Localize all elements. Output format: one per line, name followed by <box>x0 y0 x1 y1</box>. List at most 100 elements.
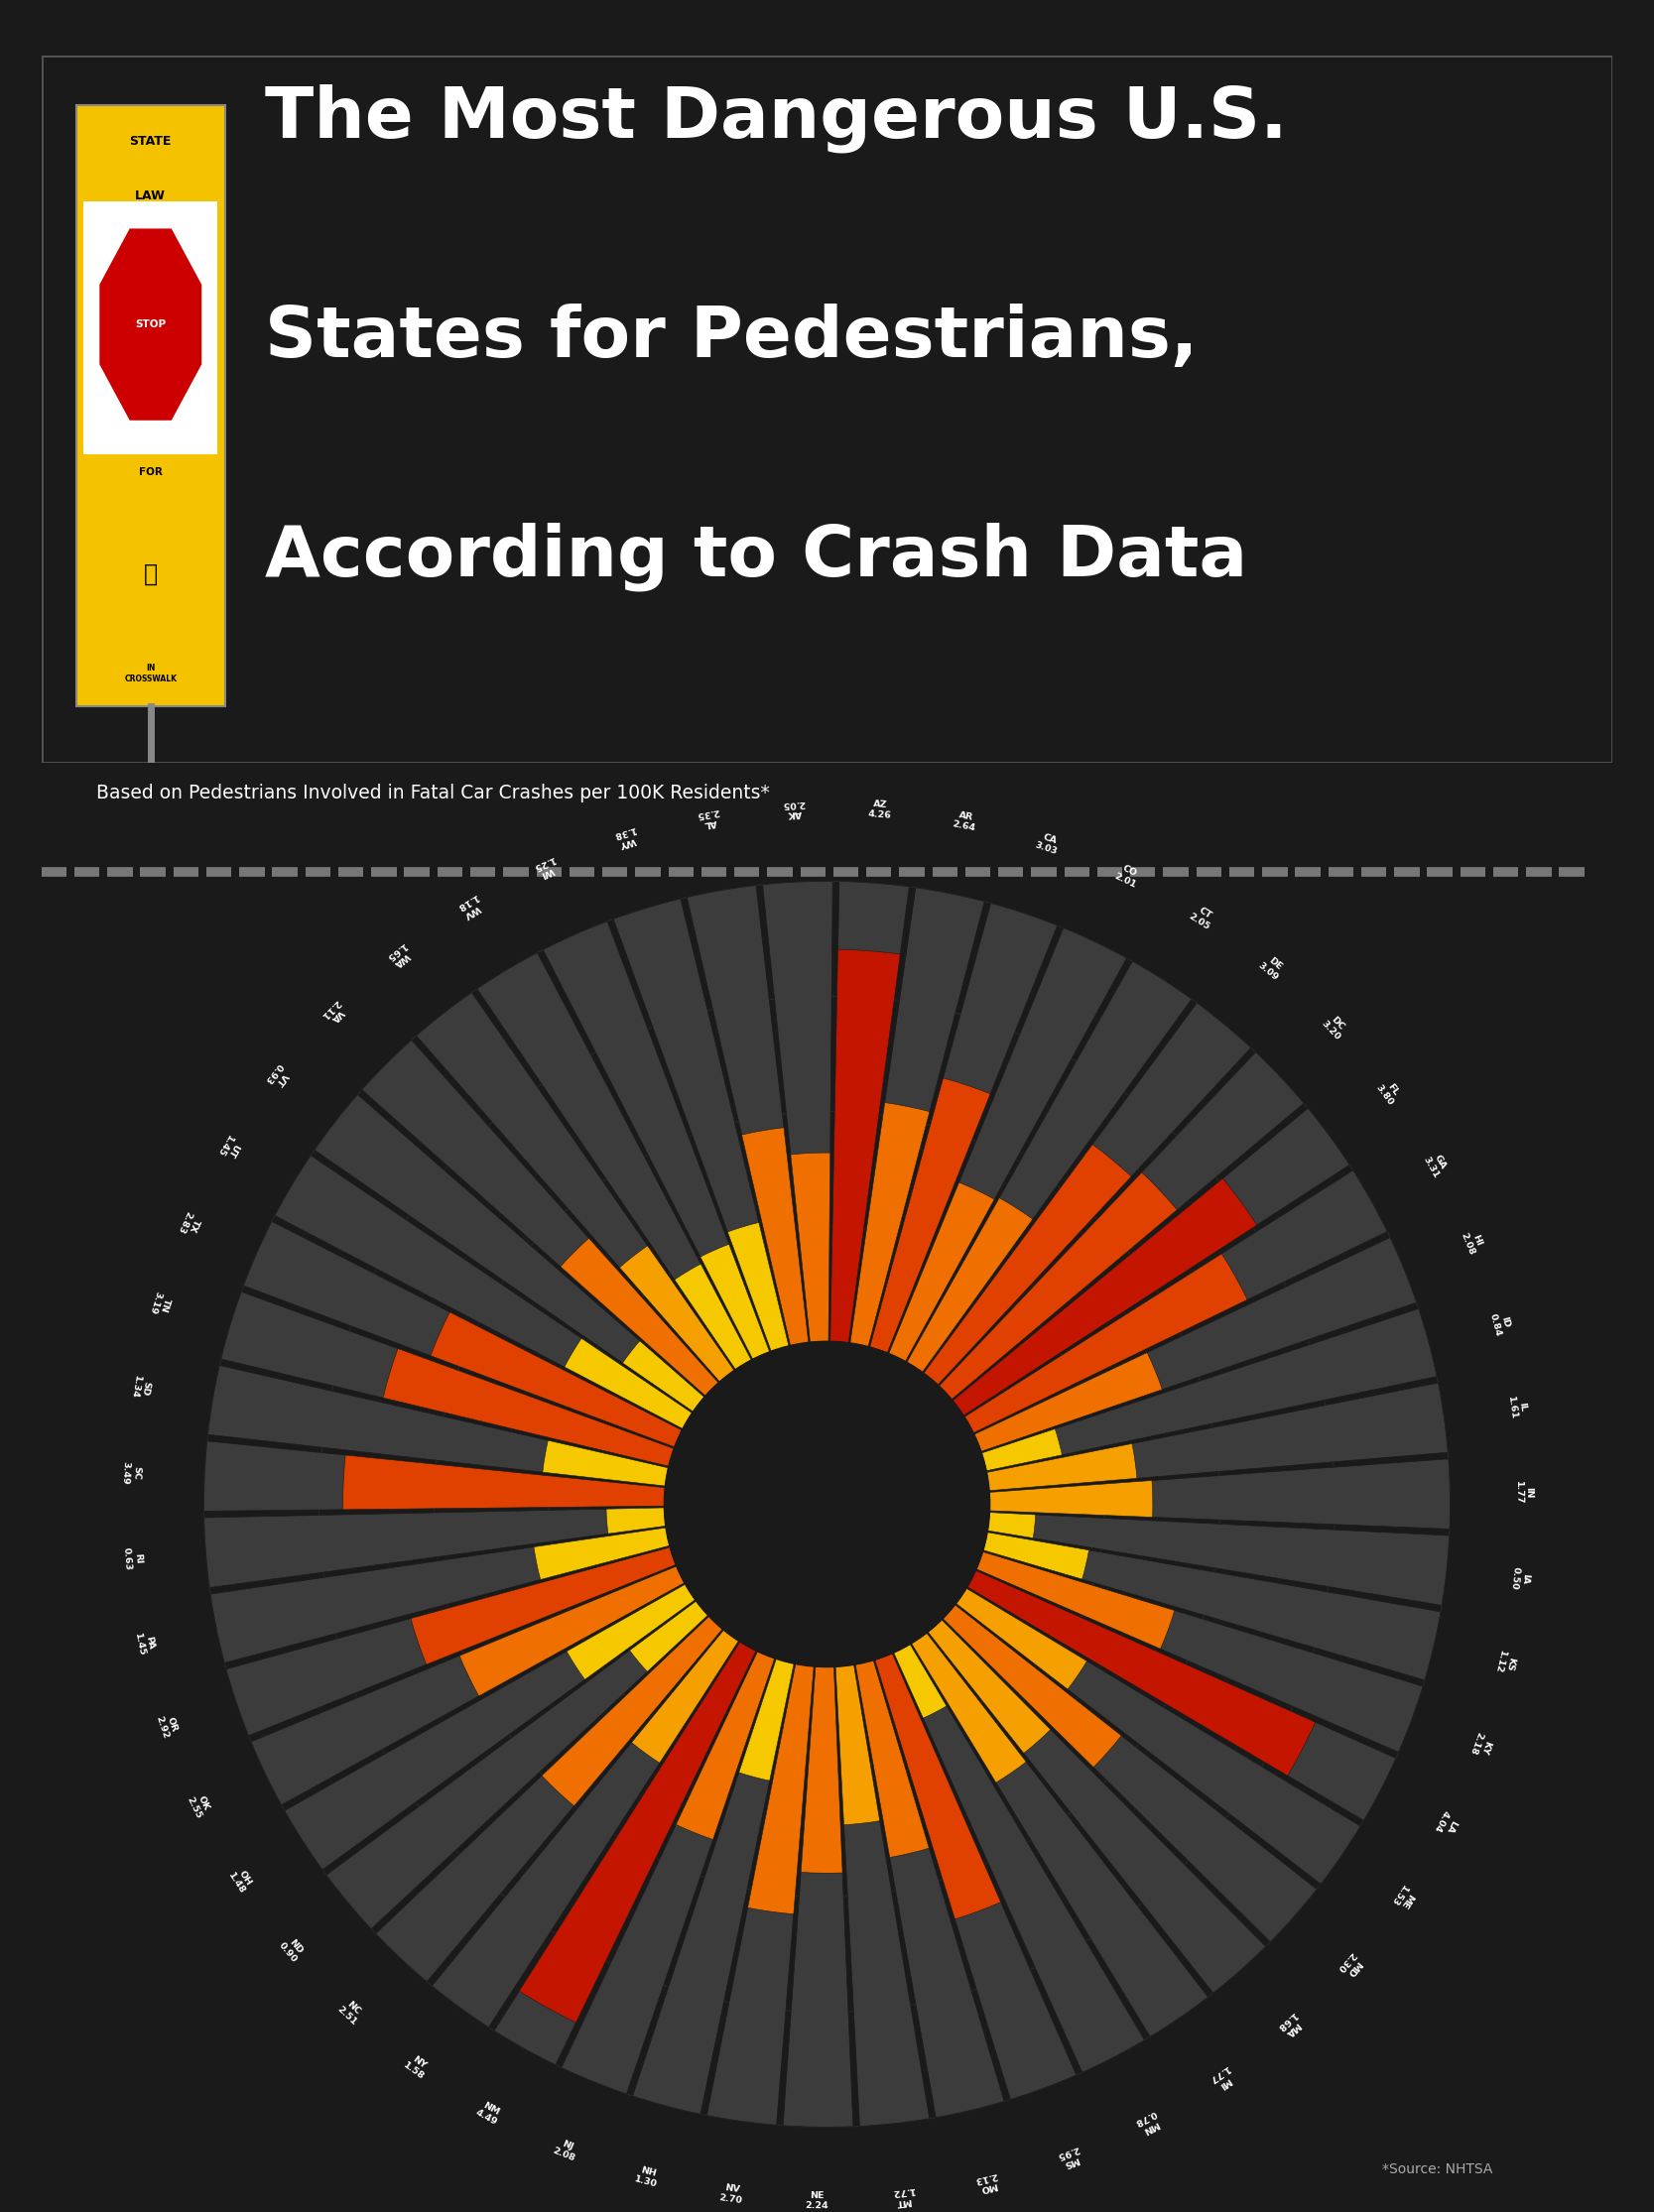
Wedge shape <box>850 887 984 1347</box>
Text: PA
1.45: PA 1.45 <box>132 1630 155 1657</box>
Wedge shape <box>888 927 1126 1360</box>
Wedge shape <box>943 1604 1121 1767</box>
Wedge shape <box>567 1584 695 1679</box>
Wedge shape <box>911 1632 1025 1783</box>
Text: WA
1.65: WA 1.65 <box>384 940 414 971</box>
Wedge shape <box>943 1604 1317 1942</box>
FancyBboxPatch shape <box>76 104 225 706</box>
Wedge shape <box>875 1652 1077 2099</box>
Wedge shape <box>989 1460 1451 1528</box>
Text: SD
1.34: SD 1.34 <box>129 1374 152 1400</box>
Text: IN
CROSSWALK: IN CROSSWALK <box>124 664 177 684</box>
Text: MD
2.30: MD 2.30 <box>1335 1949 1365 1980</box>
Wedge shape <box>953 1179 1257 1416</box>
Wedge shape <box>210 1528 670 1663</box>
Wedge shape <box>314 1095 705 1411</box>
Wedge shape <box>968 1571 1396 1820</box>
Text: AK
2.05: AK 2.05 <box>782 799 805 818</box>
Wedge shape <box>987 1513 1449 1606</box>
Wedge shape <box>748 1663 814 1913</box>
Text: OH
1.48: OH 1.48 <box>227 1865 255 1896</box>
Wedge shape <box>964 1170 1388 1433</box>
Wedge shape <box>430 1312 681 1447</box>
Text: 🚶: 🚶 <box>144 562 157 586</box>
Text: RI
0.63: RI 0.63 <box>122 1546 142 1571</box>
Text: LA
4.04: LA 4.04 <box>1432 1809 1460 1838</box>
Wedge shape <box>675 1263 751 1369</box>
Wedge shape <box>543 1617 723 1805</box>
Wedge shape <box>870 1077 991 1354</box>
Text: LAW: LAW <box>136 188 165 201</box>
Wedge shape <box>987 1513 1035 1537</box>
Wedge shape <box>362 1040 718 1396</box>
Text: ME
1.53: ME 1.53 <box>1388 1882 1417 1911</box>
Text: MA
1.68: MA 1.68 <box>1274 2011 1303 2042</box>
Wedge shape <box>630 1601 708 1672</box>
Wedge shape <box>923 1002 1250 1385</box>
Text: NM
4.49: NM 4.49 <box>473 2099 503 2128</box>
Wedge shape <box>519 1641 756 2022</box>
Wedge shape <box>476 953 751 1369</box>
Wedge shape <box>561 1652 774 2095</box>
Text: The Most Dangerous U.S.: The Most Dangerous U.S. <box>265 84 1287 153</box>
Wedge shape <box>923 1144 1131 1385</box>
Text: STOP: STOP <box>136 319 165 330</box>
Wedge shape <box>906 962 1191 1371</box>
Wedge shape <box>928 1619 1050 1754</box>
Text: TN
3.19: TN 3.19 <box>147 1290 172 1318</box>
Wedge shape <box>208 1365 668 1486</box>
Wedge shape <box>614 898 789 1352</box>
Wedge shape <box>976 1553 1174 1648</box>
Wedge shape <box>939 1172 1178 1400</box>
Text: AZ
4.26: AZ 4.26 <box>867 799 892 821</box>
Wedge shape <box>939 1053 1303 1400</box>
Text: MO
2.13: MO 2.13 <box>974 2170 1001 2194</box>
Wedge shape <box>227 1546 676 1736</box>
Wedge shape <box>906 1199 1032 1371</box>
Wedge shape <box>953 1108 1350 1416</box>
Wedge shape <box>676 1652 774 1840</box>
Text: NV
2.70: NV 2.70 <box>718 2183 744 2205</box>
Circle shape <box>665 1340 989 1668</box>
Wedge shape <box>564 1338 691 1429</box>
Text: OK
2.55: OK 2.55 <box>185 1792 213 1820</box>
Wedge shape <box>855 1661 930 1858</box>
Wedge shape <box>384 1349 673 1467</box>
Text: CT
2.05: CT 2.05 <box>1188 902 1217 931</box>
Text: NY
1.58: NY 1.58 <box>402 2053 432 2081</box>
Text: AL
2.35: AL 2.35 <box>696 807 721 830</box>
Wedge shape <box>981 1429 1062 1471</box>
Wedge shape <box>956 1588 1087 1690</box>
Wedge shape <box>782 1666 853 2128</box>
Text: DE
3.09: DE 3.09 <box>1257 953 1287 982</box>
Text: WI
1.25: WI 1.25 <box>531 854 559 880</box>
Wedge shape <box>974 1352 1163 1451</box>
Wedge shape <box>495 1641 756 2064</box>
Text: NC
2.51: NC 2.51 <box>336 1997 366 2026</box>
Wedge shape <box>275 1155 691 1429</box>
Wedge shape <box>911 1632 1207 2037</box>
Text: TX
2.83: TX 2.83 <box>175 1210 203 1239</box>
Wedge shape <box>850 1102 930 1347</box>
Wedge shape <box>607 1509 665 1533</box>
Text: UT
1.45: UT 1.45 <box>215 1133 243 1161</box>
Wedge shape <box>460 1566 685 1697</box>
Wedge shape <box>888 1183 994 1360</box>
Wedge shape <box>622 1340 705 1411</box>
Text: FOR: FOR <box>139 467 162 478</box>
Text: FL
3.80: FL 3.80 <box>1374 1077 1404 1108</box>
Text: MI
1.77: MI 1.77 <box>1206 2064 1237 2093</box>
Text: MT
1.72: MT 1.72 <box>890 2185 915 2208</box>
Text: HI
2.08: HI 2.08 <box>1459 1228 1485 1256</box>
Text: IN
1.77: IN 1.77 <box>1513 1480 1533 1504</box>
Wedge shape <box>739 1659 794 1781</box>
Wedge shape <box>633 1659 794 2115</box>
Wedge shape <box>893 1644 1145 2073</box>
Wedge shape <box>982 1533 1088 1579</box>
Wedge shape <box>870 902 1057 1354</box>
Wedge shape <box>620 1245 734 1382</box>
Wedge shape <box>835 1666 880 1825</box>
Wedge shape <box>700 1243 769 1358</box>
Wedge shape <box>686 885 809 1345</box>
Wedge shape <box>981 1310 1437 1471</box>
